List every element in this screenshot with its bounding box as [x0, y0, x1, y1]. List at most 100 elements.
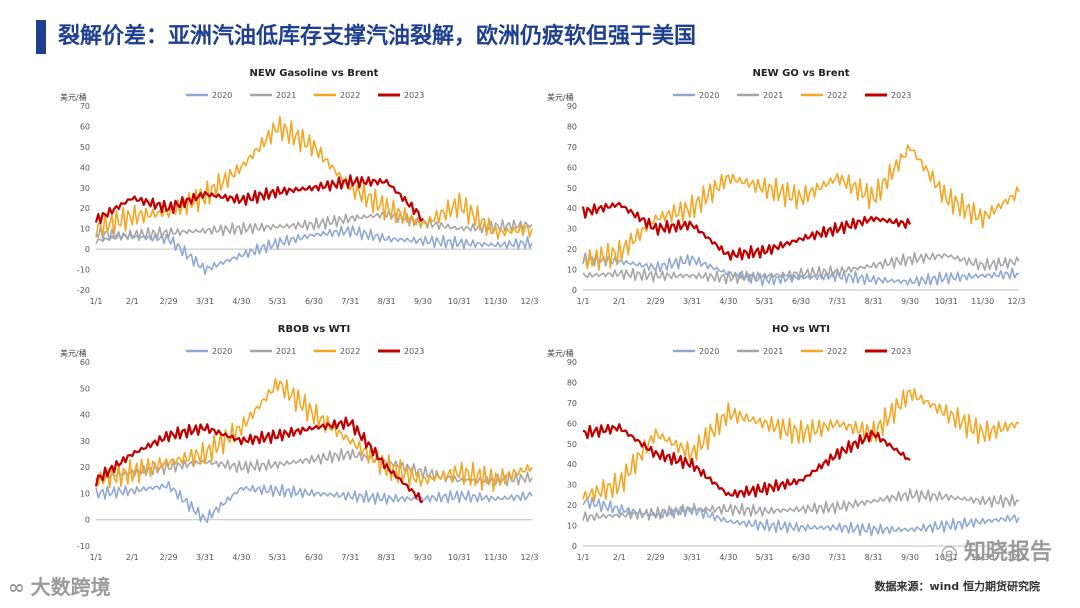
y-tick-label: 40: [80, 163, 90, 172]
title-accent-bar: [36, 20, 46, 54]
x-tick-label: 11/30: [971, 553, 994, 562]
wechat-icon: ◎: [940, 540, 958, 564]
y-axis-unit: 美元/桶: [60, 92, 87, 102]
chart-title: NEW Gasoline vs Brent: [250, 68, 379, 79]
x-tick-label: 7/31: [828, 553, 846, 562]
x-tick-label: 12/31: [520, 553, 538, 562]
x-tick-label: 2/1: [613, 297, 626, 306]
x-tick-label: 3/31: [196, 553, 214, 562]
x-tick-label: 4/30: [719, 553, 737, 562]
y-tick-label: 50: [567, 440, 577, 449]
x-tick-label: 2/29: [160, 297, 178, 306]
x-tick-label: 6/30: [305, 297, 323, 306]
y-tick-label: 70: [567, 143, 577, 152]
x-tick-label: 9/30: [901, 297, 919, 306]
series-line-2023: [94, 174, 424, 225]
y-tick-label: 40: [567, 460, 577, 469]
legend-label-2021: 2021: [763, 347, 783, 356]
y-tick-label: 70: [567, 399, 577, 408]
series-line-2021: [95, 209, 533, 245]
y-tick-label: -10: [77, 542, 90, 551]
chart-new-gasoline-vs-brent: NEW Gasoline vs Brent 2020 2021 2022 2023 美元/…: [58, 62, 538, 312]
y-tick-label: 70: [80, 102, 90, 111]
y-tick-label: 80: [567, 378, 577, 387]
x-tick-label: 6/30: [305, 553, 323, 562]
y-axis-unit: 美元/桶: [547, 348, 574, 358]
x-tick-label: 12/31: [1007, 297, 1025, 306]
y-tick-label: 60: [567, 163, 577, 172]
x-tick-label: 10/31: [448, 553, 471, 562]
x-tick-label: 11/30: [971, 297, 994, 306]
x-tick-label: 7/31: [341, 297, 359, 306]
x-tick-label: 12/31: [1007, 553, 1025, 562]
series-line-2022: [95, 377, 533, 492]
series-line-2021: [582, 488, 1020, 523]
y-tick-label: 10: [80, 489, 90, 498]
y-tick-label: 20: [80, 204, 90, 213]
x-tick-label: 5/31: [269, 553, 287, 562]
x-tick-label: 5/31: [269, 297, 287, 306]
y-tick-label: 30: [567, 225, 577, 234]
x-tick-label: 1/1: [577, 297, 590, 306]
x-tick-label: 8/31: [865, 553, 883, 562]
chart-ho-vs-wti: HO vs WTI 2020 2021 2022 2023 美元/桶 0 10 20 30 40 50…: [545, 318, 1025, 568]
series-line-2022: [95, 115, 533, 240]
y-tick-label: 60: [80, 122, 90, 131]
x-tick-label: 5/31: [756, 297, 774, 306]
x-tick-label: 11/30: [484, 553, 507, 562]
x-tick-label: 4/30: [232, 297, 250, 306]
x-tick-label: 3/31: [683, 553, 701, 562]
y-axis-unit: 美元/桶: [547, 92, 574, 102]
legend-label-2023: 2023: [891, 91, 911, 100]
x-tick-label: 5/31: [756, 553, 774, 562]
x-tick-label: 1/1: [90, 297, 103, 306]
link-icon: ∞: [8, 575, 25, 599]
y-tick-label: 90: [567, 102, 577, 111]
series-line-2022: [582, 144, 1020, 271]
y-tick-label: 0: [85, 516, 90, 525]
watermark-right-text: 知晓报告: [963, 540, 1052, 565]
data-source: 数据来源：wind 恒力期货研究院: [874, 580, 1040, 593]
x-tick-label: 4/30: [719, 297, 737, 306]
x-tick-label: 4/30: [232, 553, 250, 562]
x-tick-label: 10/31: [935, 297, 958, 306]
y-tick-label: 80: [567, 122, 577, 131]
x-tick-label: 8/31: [378, 297, 396, 306]
y-tick-label: 90: [567, 358, 577, 367]
legend-label-2023: 2023: [891, 347, 911, 356]
legend-label-2020: 2020: [699, 347, 719, 356]
chart-svg: NEW GO vs Brent 2020 2021 2022 2023 美元/桶 0 10 20…: [547, 68, 1025, 306]
chart-title: NEW GO vs Brent: [752, 68, 849, 79]
legend-label-2022: 2022: [340, 91, 360, 100]
y-tick-label: 10: [80, 225, 90, 234]
y-tick-label: 40: [567, 204, 577, 213]
y-tick-label: 50: [80, 143, 90, 152]
series-line-2023: [582, 423, 911, 499]
watermark-right: ◎ 知晓报告: [941, 534, 1052, 566]
legend-label-2021: 2021: [763, 91, 783, 100]
legend-label-2023: 2023: [404, 91, 424, 100]
page-title: 裂解价差：亚洲汽油低库存支撑汽油裂解，欧洲仍疲软但强于美国: [58, 24, 697, 49]
chart-title: HO vs WTI: [772, 324, 830, 335]
series-line-2021: [95, 448, 533, 487]
legend-label-2020: 2020: [699, 91, 719, 100]
y-tick-label: 20: [567, 501, 577, 510]
x-tick-label: 2/1: [126, 297, 139, 306]
y-tick-label: -10: [77, 266, 90, 275]
y-tick-label: 10: [567, 522, 577, 531]
series-line-2023: [581, 201, 912, 261]
legend-label-2021: 2021: [276, 91, 296, 100]
y-tick-label: 20: [567, 245, 577, 254]
legend-label-2022: 2022: [827, 91, 847, 100]
x-tick-label: 7/31: [341, 553, 359, 562]
legend-label-2021: 2021: [276, 347, 296, 356]
x-tick-label: 9/30: [414, 553, 432, 562]
chart-new-go-vs-brent: NEW GO vs Brent 2020 2021 2022 2023 美元/桶 0 10 20…: [545, 62, 1025, 312]
series-line-2020: [95, 225, 533, 275]
x-tick-label: 2/29: [160, 553, 178, 562]
y-axis-unit: 美元/桶: [60, 348, 87, 358]
y-tick-label: 0: [572, 542, 577, 551]
y-tick-label: 10: [567, 266, 577, 275]
chart-svg: NEW Gasoline vs Brent 2020 2021 2022 2023 美元/…: [60, 68, 538, 306]
watermark-left: ∞ 大数跨境: [8, 571, 111, 600]
